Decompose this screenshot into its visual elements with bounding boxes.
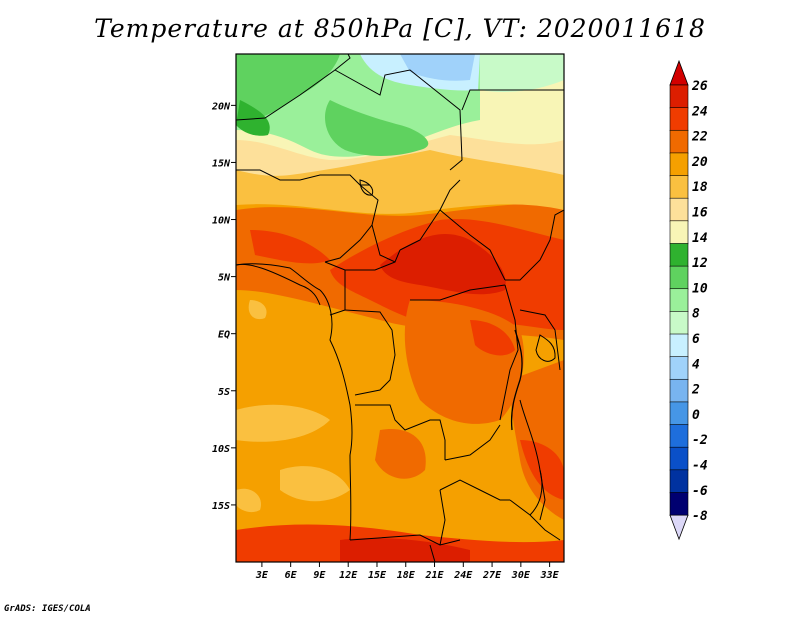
colorbar-label: 22 (691, 130, 708, 145)
country-borders (236, 54, 564, 562)
lon-tick-label: 33E (540, 570, 560, 581)
lon-tick-label: 12E (339, 570, 358, 581)
lat-tick-label: EQ (218, 330, 230, 341)
colorbar-segment (669, 446, 689, 471)
lon-tick-label: 30E (511, 570, 531, 581)
colorbar-segment (669, 356, 689, 381)
lat-tick-label: 10N (212, 216, 231, 227)
lon-tick-label: 27E (482, 570, 502, 581)
colorbar-label: 16 (692, 206, 708, 221)
colorbar-label: 24 (691, 104, 708, 119)
map-frame (235, 53, 565, 563)
lon-tick-label: 18E (397, 570, 416, 581)
colorbar-segment (669, 107, 689, 132)
colorbar-label: -6 (692, 484, 708, 499)
colorbar-label: 26 (691, 79, 708, 94)
lat-tick-label: 10S (212, 444, 230, 455)
colorbar-label: 4 (692, 357, 700, 372)
colorbar-label: 0 (692, 408, 700, 423)
colorbar-segment (669, 84, 689, 109)
longitude-axis: 3E 6E 9E 12E 15E 18E 21E 24E 27E 30E 33E (255, 562, 560, 581)
lon-tick-label: 9E (313, 570, 326, 581)
lon-tick-label: 21E (424, 570, 444, 581)
colorbar-segment (669, 197, 689, 222)
colorbar-segment (669, 175, 689, 199)
colorbar-label: 12 (692, 256, 708, 271)
colorbar-label: 10 (692, 281, 708, 296)
colorbar-label: 8 (692, 307, 700, 322)
lon-tick-label: 6E (285, 570, 298, 581)
latitude-axis: 20N 15N 10N 5N EQ 5S 10S 15S (211, 101, 236, 512)
lat-tick-label: 20N (211, 101, 231, 112)
colorbar-segment (669, 424, 689, 448)
lat-tick-label: 5N (218, 273, 231, 284)
colorbar-segment (669, 220, 689, 245)
temperature-field (236, 54, 564, 562)
map-title: Temperature at 850hPa [C], VT: 202001161… (94, 14, 706, 43)
lat-tick-label: 15N (212, 158, 231, 169)
colorbar-segment (669, 378, 689, 403)
colorbar-segment (669, 243, 689, 267)
colorbar-bottom-arrow (669, 514, 689, 541)
colorbar-label: 18 (692, 180, 708, 195)
colorbar-segment (669, 311, 689, 335)
colorbar-segment (669, 401, 689, 426)
colorbar-label: -8 (692, 509, 708, 524)
colorbar-segment (669, 265, 689, 290)
colorbar-label: -4 (692, 459, 708, 474)
lat-tick-label: 15S (212, 501, 230, 512)
lon-tick-label: 3E (255, 570, 269, 581)
colorbar-segment (669, 129, 689, 154)
lon-tick-label: 15E (368, 570, 387, 581)
colorbar-top-arrow (669, 59, 689, 86)
colorbar-segment (669, 469, 689, 494)
lon-tick-label: 24E (453, 570, 473, 581)
grads-credit: GrADS: IGES/COLA (4, 604, 91, 614)
colorbar-label: 14 (692, 231, 708, 246)
colorbar-label: -2 (692, 433, 708, 448)
colorbar-segment (669, 288, 689, 313)
colorbar-segment (669, 492, 689, 516)
lat-tick-label: 5S (218, 387, 230, 398)
colorbar-label: 6 (692, 332, 700, 347)
colorbar-segment (669, 152, 689, 177)
colorbar-label: 20 (691, 155, 708, 170)
colorbar-segment (669, 333, 689, 358)
colorbar-label: 2 (691, 383, 700, 398)
